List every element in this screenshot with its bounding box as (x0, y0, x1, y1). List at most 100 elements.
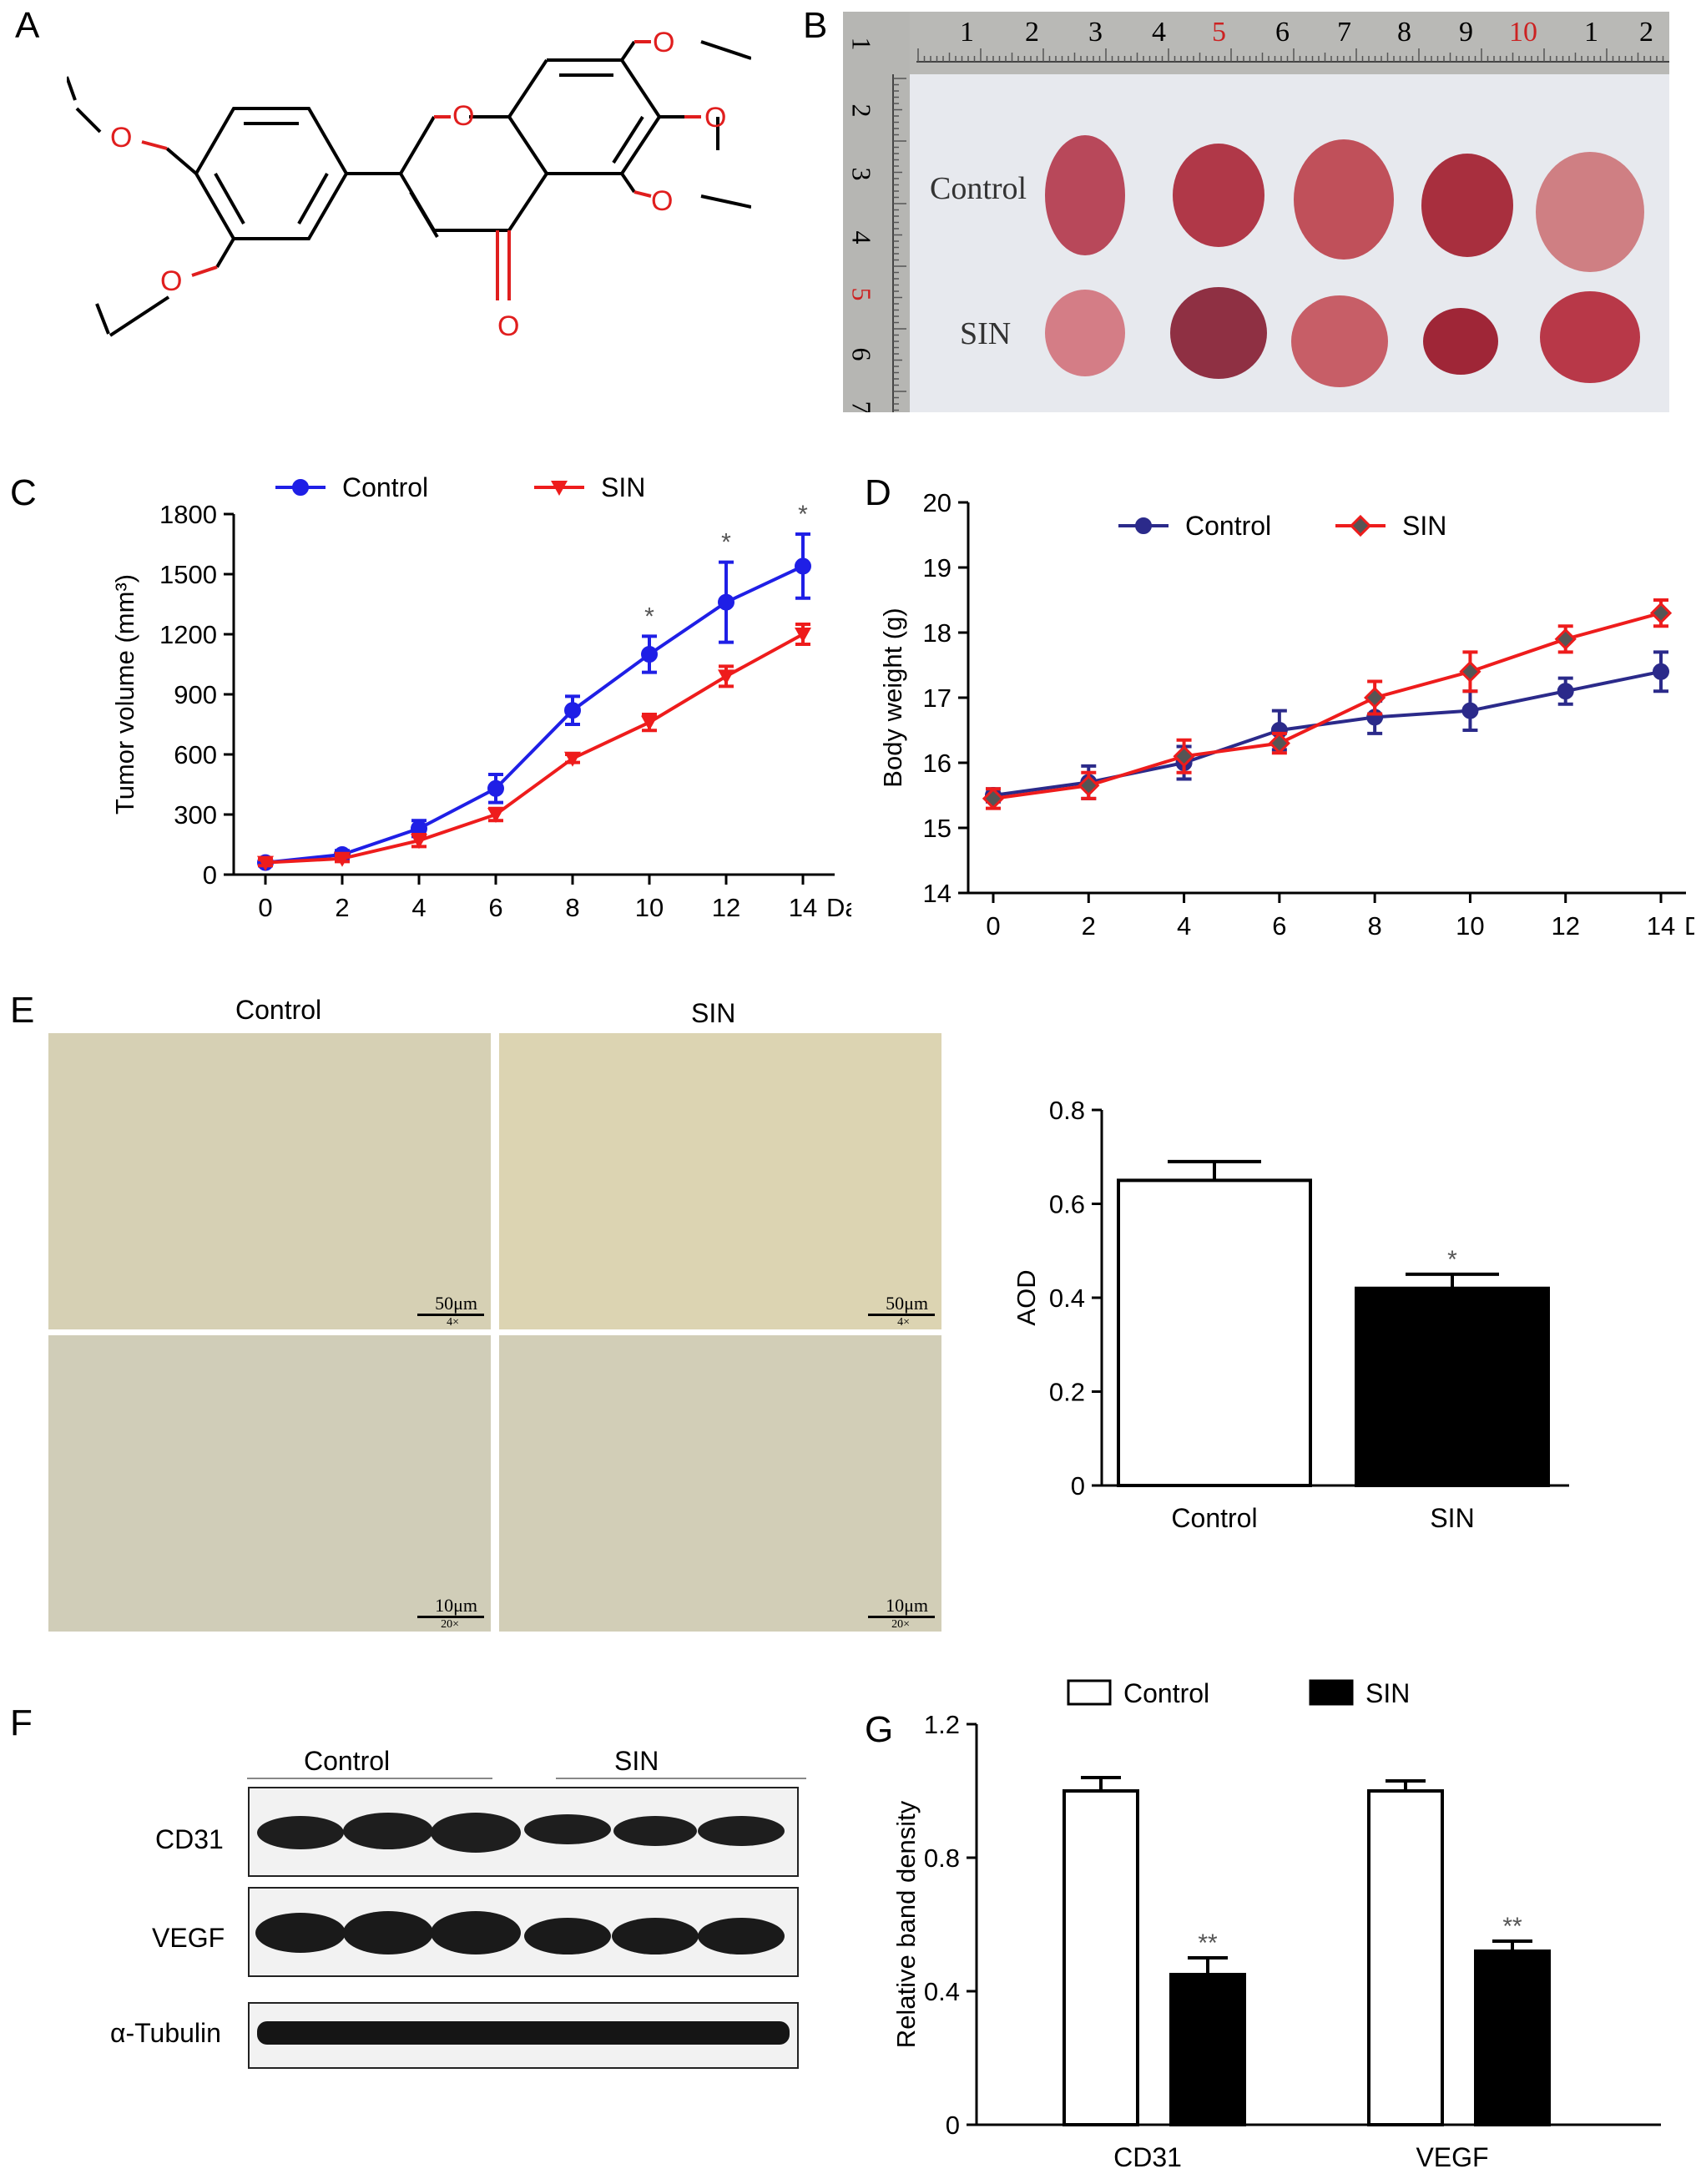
ruler-number: 6 (1275, 17, 1290, 48)
x-tick-label: 10 (635, 893, 664, 922)
blot-group-divider-sin (556, 1778, 806, 1779)
ihc-image-sin-4x: 50μm 4× (499, 1033, 941, 1329)
data-point (1649, 602, 1673, 624)
legend-label: Control (342, 472, 428, 502)
svg-text:O: O (497, 310, 519, 342)
x-tick-label: 8 (565, 893, 579, 922)
scale-bar (868, 1616, 935, 1618)
legend-marker (292, 479, 309, 496)
magnification-label: 20× (891, 1618, 910, 1631)
series-sin (257, 623, 811, 871)
legend-marker (1349, 514, 1372, 537)
data-point (641, 715, 658, 731)
svg-text:O: O (110, 122, 132, 154)
blot-group-label-sin: SIN (614, 1746, 659, 1776)
data-point (718, 593, 734, 611)
magnification-label: 4× (447, 1316, 459, 1329)
legend-swatch (1309, 1679, 1354, 1706)
tumor-row-sin (1045, 287, 1640, 387)
data-point (1459, 660, 1481, 683)
significance-marker: * (1447, 1246, 1457, 1274)
ruler-number: 5 (1212, 17, 1226, 48)
y-tick-label: 0 (203, 860, 217, 890)
body-weight-chart: 14 15 16 17 18 19 20 0 2 4 6 8 10 12 14 Days Body weight… (878, 488, 1694, 941)
tumor-photo: 1 2 3 4 5 6 7 8 9 10 1 2 1 2 3 4 5 6 7 C… (843, 12, 1669, 412)
tumor-volume-chart: 0 300 600 900 1200 1500 1800 0 2 4 6 8 10 12 14 Days Tum… (110, 472, 851, 922)
x-tick-label: 14 (1647, 911, 1675, 941)
x-tick-label: VEGF (1416, 2142, 1488, 2172)
chemical-structure: O O O O O O O (67, 27, 751, 342)
x-tick-label: CD31 (1113, 2142, 1182, 2172)
y-axis-label: Body weight (g) (878, 608, 907, 787)
bar-vegf-control (1367, 1789, 1444, 2126)
y-axis-label: Tumor volume (mm³) (110, 574, 139, 815)
magnification-label: 20× (441, 1618, 459, 1631)
blot-row-label-cd31: CD31 (155, 1824, 224, 1854)
y-tick-label: 1800 (159, 500, 217, 529)
data-point (1268, 732, 1290, 754)
x-tick-label: 4 (411, 893, 426, 922)
tumor (1423, 308, 1498, 375)
ruler-number: 7 (1337, 17, 1351, 48)
tumor (1170, 287, 1267, 379)
bar-cd31-control (1063, 1789, 1139, 2126)
y-tick-label: 0.4 (1049, 1284, 1085, 1313)
x-tick-label: 4 (1177, 911, 1191, 941)
x-tick-label: Control (1171, 1503, 1257, 1533)
series-control (257, 532, 811, 871)
y-tick-label: 0.6 (1049, 1190, 1085, 1219)
aod-bar-chart: 0 0.2 0.4 0.6 0.8 AOD Control SIN * (1012, 1096, 1569, 1533)
blot-group-label-control: Control (304, 1746, 391, 1776)
legend-marker (551, 481, 568, 496)
significance-marker: * (721, 529, 731, 557)
tumor (1536, 152, 1644, 272)
x-tick-label: 0 (258, 893, 272, 922)
x-tick-label: 0 (986, 911, 1000, 941)
blot-band (524, 1918, 611, 1955)
x-tick-label: 6 (1272, 911, 1286, 941)
svg-text:O: O (452, 100, 474, 132)
tumor (1045, 290, 1125, 376)
series-line (265, 564, 804, 865)
y-tick-label: 1500 (159, 560, 217, 589)
tumor (1173, 144, 1264, 247)
y-tick-label: 20 (923, 488, 951, 517)
panel-label-b: B (803, 5, 828, 46)
x-tick-label: 10 (1456, 911, 1484, 941)
svg-text:O: O (651, 185, 673, 217)
bar-vegf-sin (1474, 1949, 1551, 2126)
y-tick-label: 15 (923, 814, 951, 843)
data-point (1653, 663, 1669, 680)
scale-bar-label: 10μm (435, 1595, 477, 1616)
ruler-number: 9 (1459, 17, 1473, 48)
data-point (1078, 774, 1100, 797)
panel-label-e: E (10, 990, 35, 1031)
blot-band (613, 1816, 697, 1846)
scale-bar-label: 50μm (435, 1293, 477, 1314)
data-point (487, 779, 504, 797)
legend-swatch (1067, 1679, 1112, 1706)
ruler-number: 2 (1025, 17, 1039, 48)
magnification-label: 4× (897, 1316, 910, 1329)
band-density-chart: 0 0.4 0.8 1.2 Relative band density CD31 ** VEG… (891, 1678, 1661, 2172)
svg-text:O: O (704, 102, 726, 134)
data-point (795, 628, 811, 643)
tumor (1294, 139, 1394, 260)
series-sin (982, 598, 1673, 810)
data-point (1554, 628, 1577, 650)
ihc-image-control-4x: 50μm 4× (48, 1033, 491, 1329)
tumor-row-control (1045, 135, 1644, 272)
data-point (1461, 702, 1479, 719)
panel-label-c: C (10, 472, 37, 513)
legend-label: Control (1123, 1678, 1209, 1708)
data-point (641, 646, 658, 663)
y-tick-label: 18 (923, 618, 951, 648)
series-line (265, 633, 804, 865)
x-tick-label: 6 (488, 893, 502, 922)
tumor (1291, 295, 1388, 387)
blot-band (257, 2021, 790, 2045)
data-point (1364, 686, 1386, 709)
y-tick-label: 0.4 (924, 1977, 960, 2006)
blot-band (698, 1918, 785, 1955)
y-tick-label: 900 (174, 680, 217, 709)
